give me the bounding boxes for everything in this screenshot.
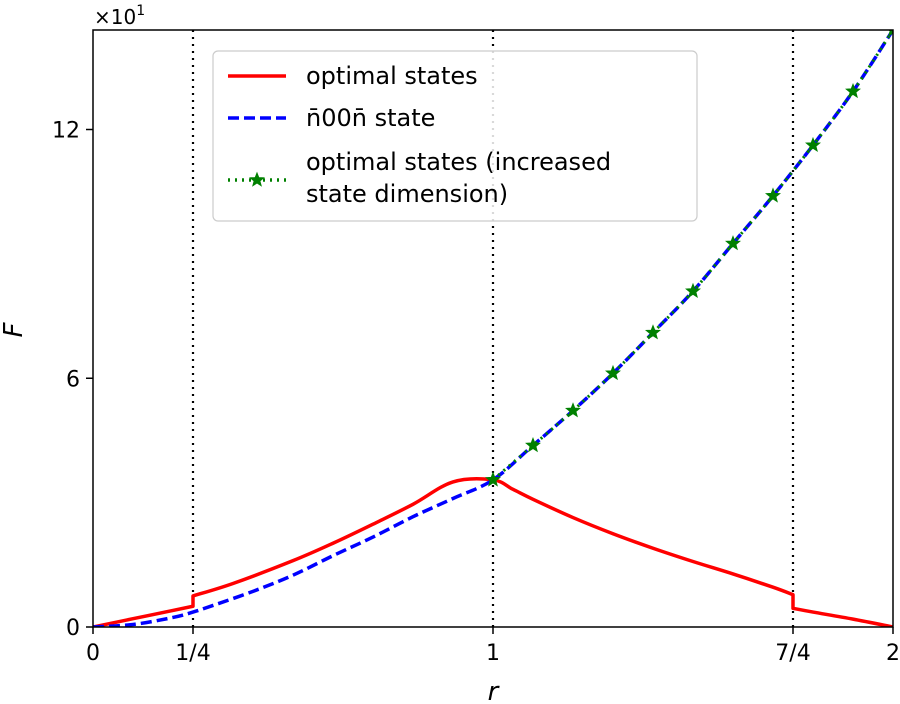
legend-label-optimal: optimal states	[306, 62, 478, 90]
series-marker-star	[605, 364, 621, 381]
x-axis-label: r	[488, 677, 501, 704]
x-tick-label: 0	[86, 641, 100, 666]
series-line-1	[93, 30, 893, 627]
x-tick-label: 2	[886, 641, 900, 666]
series-line-0	[93, 477, 893, 627]
legend: optimal states n̄00n̄ state optimal stat…	[212, 50, 698, 222]
y-axis: 0 6 12	[52, 119, 93, 641]
x-tick-label: 1	[486, 641, 500, 666]
series-marker-star	[485, 471, 501, 487]
x-tick-label: 7/4	[775, 641, 810, 666]
y-axis-label: F	[0, 321, 29, 337]
legend-box	[212, 50, 698, 222]
y-tick-label: 12	[52, 119, 80, 144]
series-marker-star	[645, 324, 661, 340]
series-marker-star	[845, 82, 861, 99]
legend-label-n00n: n̄00n̄ state	[306, 104, 435, 132]
series-marker-star	[765, 187, 781, 203]
series-layer	[93, 30, 893, 627]
series-marker-star	[888, 30, 893, 37]
x-axis: 0 1/4 1 7/4 2	[86, 627, 900, 666]
series-marker-star	[725, 235, 741, 251]
legend-label-increased: optimal states (increased state dimensio…	[306, 148, 619, 208]
series-marker-star	[805, 136, 821, 153]
series-marker-star	[525, 437, 541, 453]
series-marker-star	[685, 282, 701, 298]
y-scale-multiplier: ×101	[94, 3, 145, 29]
y-tick-label: 6	[66, 367, 80, 392]
y-tick-label: 0	[66, 616, 80, 641]
x-tick-label: 1/4	[175, 641, 210, 666]
legend-marker-star	[249, 171, 265, 187]
series-marker-star	[565, 402, 581, 418]
